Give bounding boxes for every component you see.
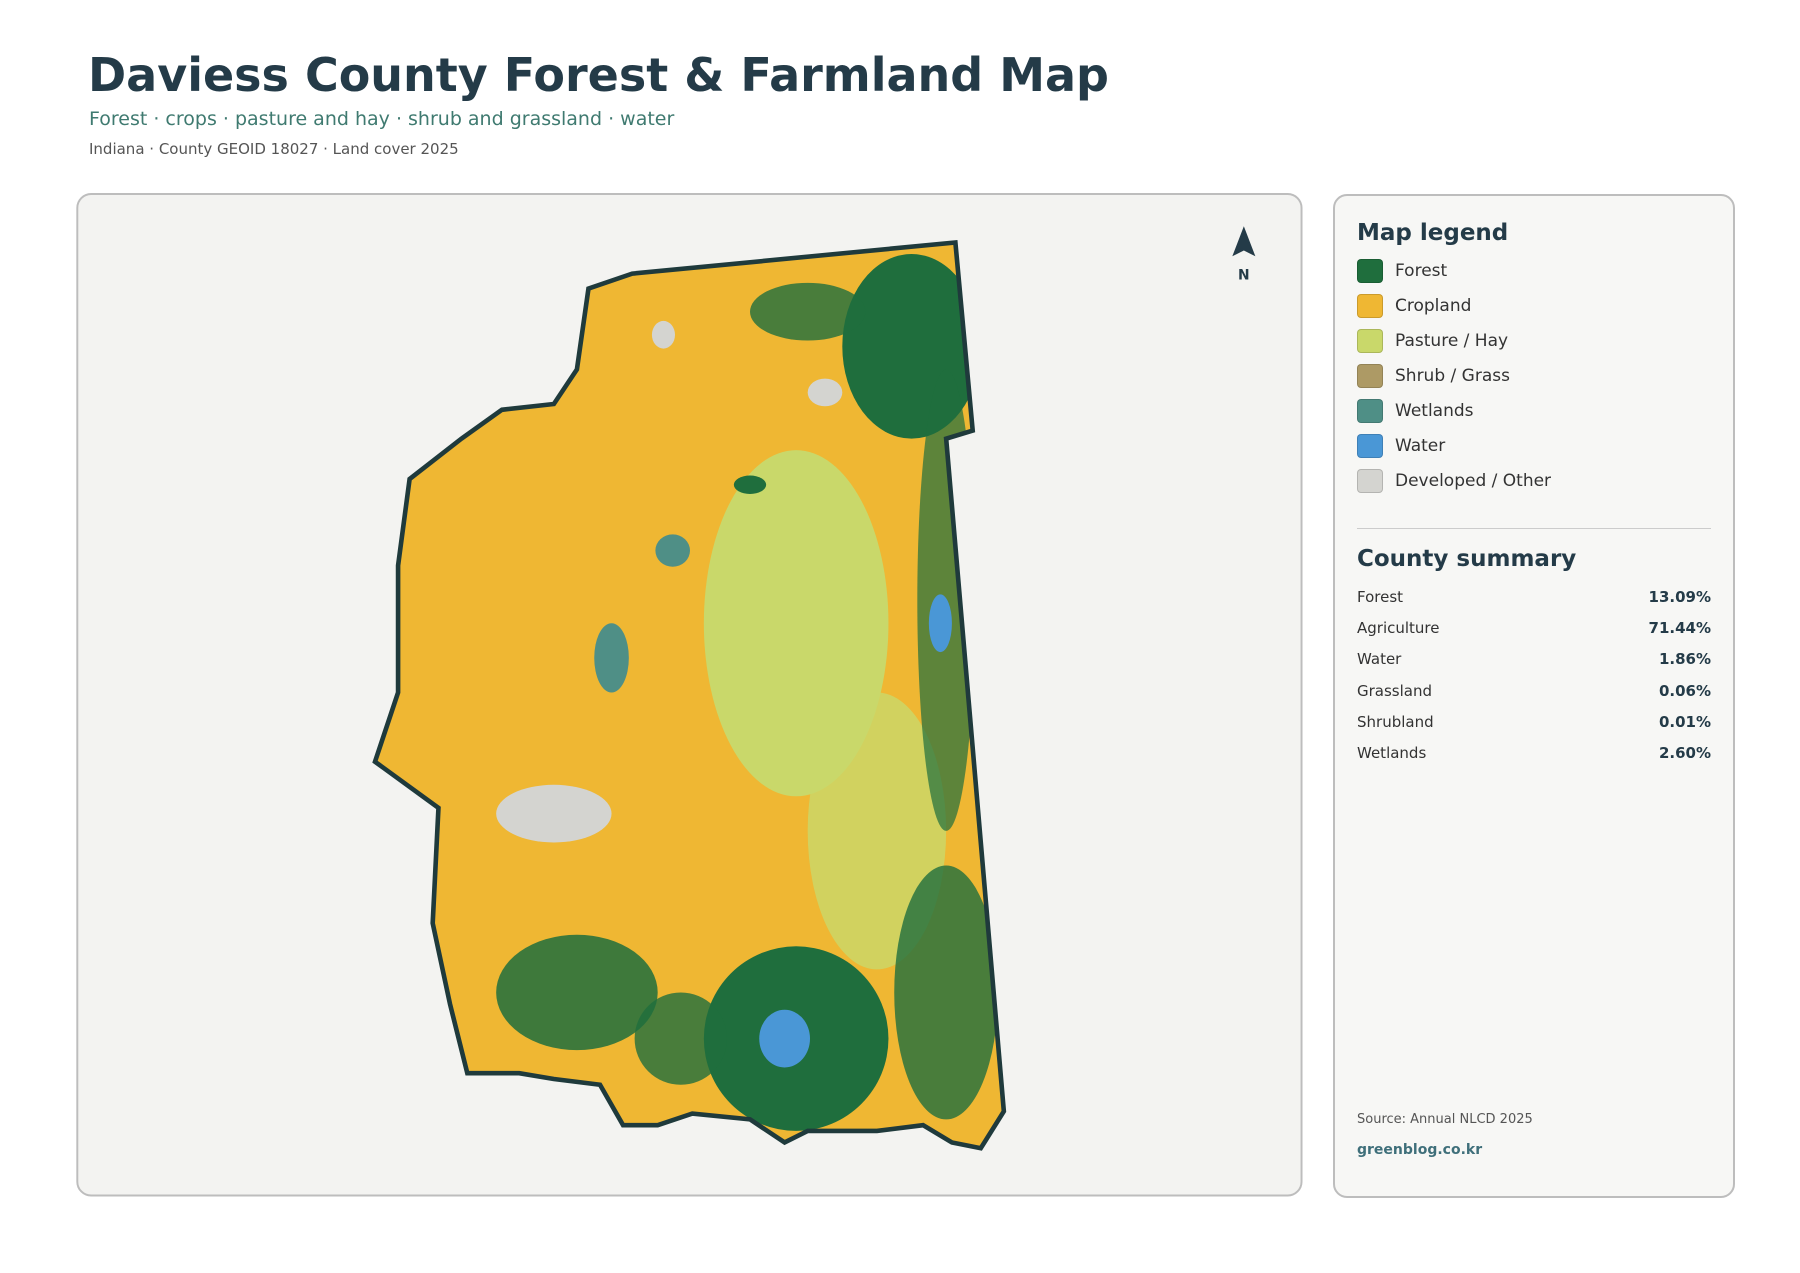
summary-value: 0.06% bbox=[1658, 681, 1711, 700]
summary-value: 71.44% bbox=[1648, 619, 1711, 638]
legend-swatch bbox=[1357, 364, 1383, 388]
meta: Indiana · County GEOID 18027 · Land cove… bbox=[89, 140, 459, 158]
legend-swatch bbox=[1357, 469, 1383, 493]
summary-label: Water bbox=[1357, 650, 1402, 669]
legend-swatch bbox=[1357, 329, 1383, 353]
subtitle: Forest · crops · pasture and hay · shrub… bbox=[89, 108, 675, 130]
divider bbox=[1357, 528, 1711, 529]
legend-label: Cropland bbox=[1395, 296, 1472, 316]
summary-row: Shrubland 0.01% bbox=[1357, 713, 1711, 731]
summary-label: Grassland bbox=[1357, 681, 1432, 700]
legend-label: Water bbox=[1395, 436, 1446, 456]
legend-item: Water bbox=[1357, 434, 1445, 458]
summary-value: 1.86% bbox=[1658, 650, 1711, 669]
summary-label: Forest bbox=[1357, 588, 1404, 606]
legend-label: Shrub / Grass bbox=[1395, 366, 1510, 386]
legend-item: Forest bbox=[1357, 259, 1447, 283]
legend-swatch bbox=[1357, 399, 1383, 423]
summary-label: Wetlands bbox=[1357, 744, 1427, 762]
summary-value: 2.60% bbox=[1658, 744, 1711, 762]
summary-row: Agriculture 71.44% bbox=[1357, 619, 1711, 637]
summary-title: County summary bbox=[1357, 546, 1577, 572]
summary-row: Grassland 0.06% bbox=[1357, 682, 1711, 700]
legend-item: Wetlands bbox=[1357, 399, 1474, 423]
summary-label: Shrubland bbox=[1357, 712, 1434, 731]
legend-item: Shrub / Grass bbox=[1357, 364, 1510, 388]
legend-item: Pasture / Hay bbox=[1357, 329, 1508, 353]
legend-label: Pasture / Hay bbox=[1395, 331, 1509, 351]
legend-swatch bbox=[1357, 294, 1383, 318]
legend-swatch bbox=[1357, 434, 1383, 458]
legend-item: Developed / Other bbox=[1357, 469, 1551, 493]
summary-value: 0.01% bbox=[1658, 712, 1711, 731]
north-label: N bbox=[1238, 267, 1250, 283]
site: greenblog.co.kr bbox=[1357, 1142, 1483, 1158]
summary-value: 13.09% bbox=[1648, 588, 1711, 606]
summary-row: Wetlands 2.60% bbox=[1357, 744, 1711, 762]
legend-item: Cropland bbox=[1357, 294, 1471, 318]
side-panel: Map legend Forest Cropland Pasture / Hay Sh… bbox=[1333, 194, 1735, 1198]
summary-label: Agriculture bbox=[1357, 619, 1440, 638]
legend-swatch bbox=[1357, 259, 1383, 283]
summary-row: Forest 13.09% bbox=[1357, 588, 1711, 606]
title: Daviess County Forest & Farmland Map bbox=[88, 48, 1109, 102]
source: Source: Annual NLCD 2025 bbox=[1357, 1112, 1533, 1127]
north-arrow bbox=[1232, 226, 1256, 257]
legend-label: Developed / Other bbox=[1395, 471, 1552, 491]
summary-row: Water 1.86% bbox=[1357, 650, 1711, 668]
legend-title: Map legend bbox=[1357, 220, 1509, 246]
legend-label: Wetlands bbox=[1395, 401, 1474, 421]
legend-label: Forest bbox=[1395, 261, 1448, 281]
